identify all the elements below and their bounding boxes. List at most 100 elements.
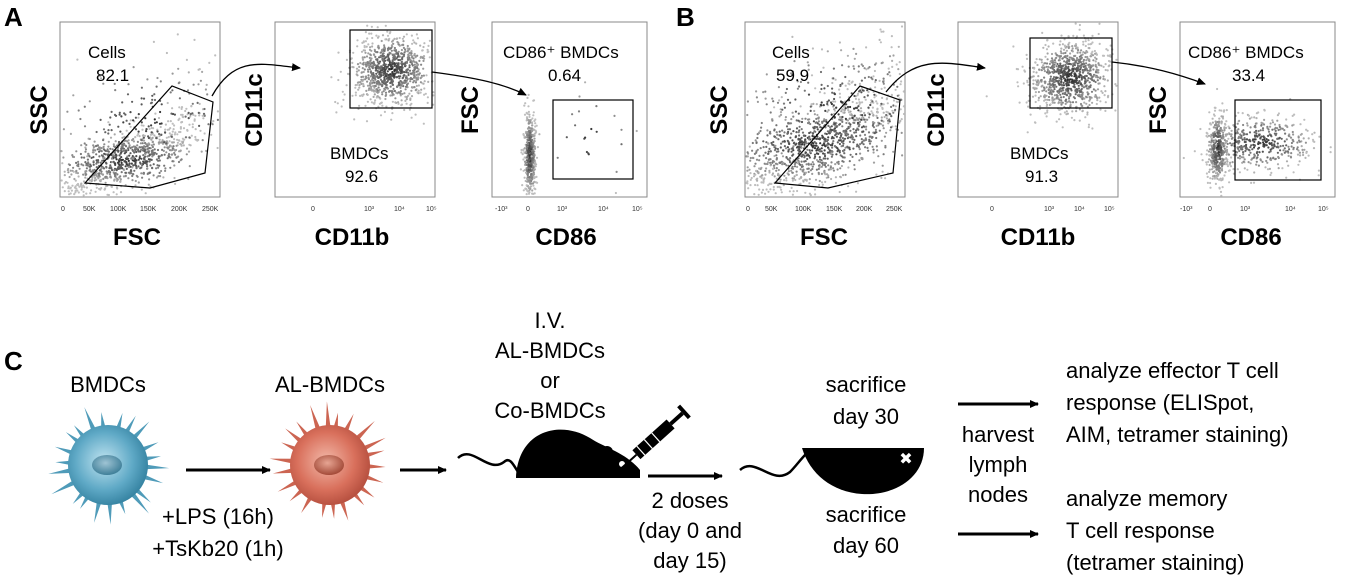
- event-dot: [853, 67, 856, 70]
- event-dot: [1062, 48, 1066, 51]
- event-dot: [118, 113, 121, 116]
- event-dot: [1059, 50, 1062, 53]
- event-dot: [61, 162, 64, 165]
- event-dot: [1059, 113, 1062, 116]
- event-dot: [383, 44, 386, 47]
- event-dot: [1222, 158, 1225, 161]
- event-dot: [841, 120, 844, 123]
- event-dot: [530, 155, 533, 158]
- event-dot: [371, 45, 374, 48]
- event-dot: [831, 146, 834, 149]
- event-dot: [387, 39, 390, 42]
- event-dot: [1083, 101, 1086, 104]
- event-dot: [393, 58, 396, 61]
- event-dot: [813, 125, 817, 128]
- event-dot: [381, 34, 385, 37]
- event-dot: [838, 142, 842, 146]
- event-dot: [793, 165, 797, 168]
- event-dot: [1095, 76, 1098, 79]
- event-dot: [839, 84, 842, 88]
- event-dot: [801, 131, 805, 134]
- event-dot: [1034, 94, 1037, 97]
- event-dot: [528, 191, 531, 194]
- event-dot: [193, 38, 196, 42]
- event-dot: [775, 177, 778, 180]
- event-dot: [100, 150, 103, 153]
- event-dot: [853, 163, 856, 167]
- event-dot: [1033, 88, 1036, 91]
- event-dot: [178, 139, 181, 142]
- event-dot: [820, 83, 823, 86]
- event-dot: [1211, 162, 1214, 165]
- event-dot: [867, 112, 870, 115]
- event-dot: [527, 119, 531, 122]
- event-dot: [1046, 39, 1049, 42]
- event-dot: [529, 127, 532, 130]
- event-dot: [778, 115, 781, 118]
- event-dot: [817, 149, 820, 152]
- event-dot: [1073, 83, 1076, 86]
- event-dot: [94, 190, 97, 193]
- event-dot: [397, 75, 400, 78]
- event-dot: [145, 163, 148, 166]
- event-dot: [1034, 91, 1037, 94]
- event-dot: [807, 170, 810, 174]
- event-dot: [532, 114, 535, 117]
- event-dot: [523, 147, 526, 150]
- event-dot: [765, 157, 768, 160]
- event-dot: [1049, 103, 1052, 106]
- event-dot: [865, 46, 868, 49]
- event-dot: [765, 103, 768, 106]
- event-dot: [132, 145, 135, 148]
- event-dot: [590, 127, 593, 131]
- event-dot: [358, 65, 361, 68]
- event-dot: [831, 81, 834, 85]
- event-dot: [356, 63, 360, 66]
- event-dot: [127, 83, 130, 86]
- event-dot: [371, 62, 374, 65]
- event-dot: [798, 138, 802, 141]
- event-dot: [1214, 120, 1217, 123]
- event-dot: [97, 161, 100, 164]
- event-dot: [814, 121, 817, 124]
- event-dot: [407, 73, 410, 77]
- event-dot: [522, 149, 525, 152]
- event-dot: [1045, 86, 1048, 89]
- event-dot: [798, 143, 801, 146]
- event-dot: [746, 182, 749, 185]
- event-dot: [768, 169, 771, 172]
- event-dot: [830, 168, 833, 171]
- event-dot: [1063, 111, 1066, 114]
- event-dot: [782, 149, 785, 152]
- event-dot: [815, 142, 818, 145]
- event-dot: [181, 113, 184, 116]
- event-dot: [882, 82, 885, 85]
- event-dot: [1048, 92, 1051, 95]
- event-dot: [95, 186, 98, 189]
- event-dot: [899, 119, 902, 123]
- panel-b-plot-3: CD86⁺ BMDCs 33.4 FSC CD86 -10³ 0 10³ 10⁴…: [1145, 21, 1336, 251]
- event-dot: [1044, 98, 1047, 101]
- event-dot: [1077, 49, 1080, 52]
- event-dot: [86, 164, 89, 167]
- event-dot: [807, 93, 811, 96]
- event-dot: [531, 189, 534, 192]
- event-dot: [406, 82, 410, 85]
- event-dot: [1056, 76, 1059, 79]
- event-dot: [1219, 128, 1223, 131]
- event-dot: [825, 132, 828, 136]
- event-dot: [890, 115, 893, 118]
- event-dot: [191, 123, 194, 126]
- event-dot: [1081, 109, 1084, 112]
- event-dot: [1085, 59, 1088, 62]
- event-dot: [1081, 76, 1084, 79]
- event-dot: [892, 150, 895, 153]
- event-dot: [393, 37, 396, 41]
- event-dot: [369, 53, 372, 56]
- event-dot: [1084, 44, 1087, 48]
- event-dot: [1086, 105, 1089, 108]
- event-dot: [534, 164, 537, 167]
- event-dot: [1209, 148, 1212, 151]
- event-dot: [820, 104, 823, 107]
- event-dot: [372, 73, 375, 76]
